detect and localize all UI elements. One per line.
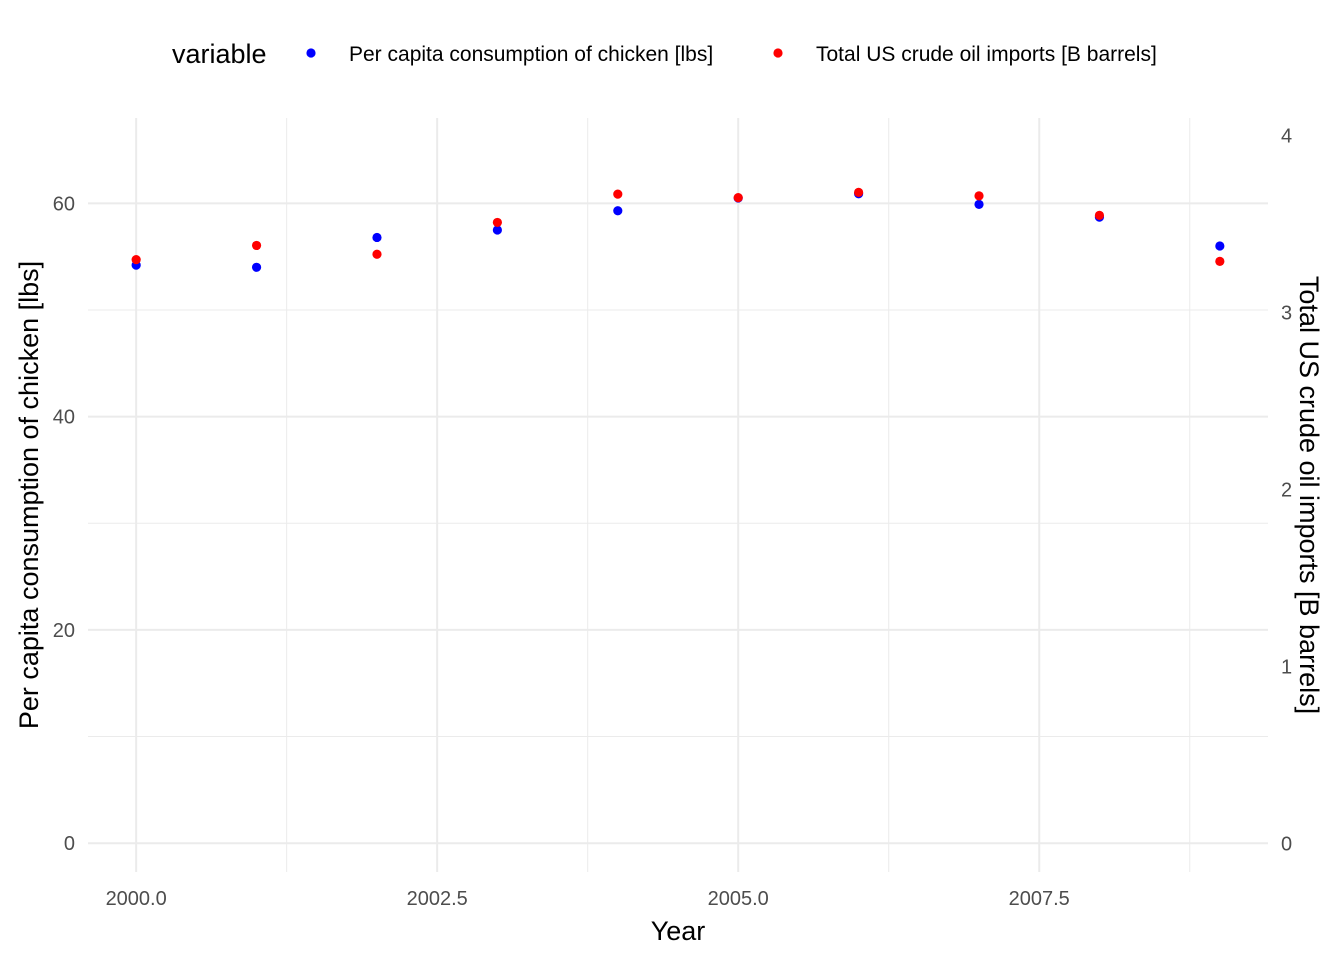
point-oil: [492, 217, 502, 228]
y-tick-label-left: 60: [53, 193, 75, 215]
y-tick-label-right: 3: [1281, 303, 1292, 325]
grid-lines: [88, 118, 1268, 872]
point-chicken: [251, 262, 262, 272]
point-oil: [733, 193, 743, 203]
tick-labels: 2000.0 2002.5 2005.0 2007.5 0 20 40 60 0 1 2 3 4: [53, 126, 1292, 910]
point-oil: [974, 191, 984, 201]
legend: variable Per capita consumption of chick…: [172, 39, 1157, 69]
data-points: [131, 187, 1225, 272]
legend-key-chicken: [306, 48, 316, 58]
point-oil: [251, 240, 262, 251]
point-chicken: [613, 206, 623, 216]
point-chicken: [372, 232, 382, 243]
x-tick-label: 2005.0: [708, 888, 769, 910]
point-oil: [854, 187, 864, 197]
legend-label-oil: Total US crude oil imports [B barrels]: [816, 43, 1157, 66]
y-tick-label-left: 0: [64, 833, 75, 855]
y-tick-label-left: 20: [53, 620, 75, 642]
y-tick-label-right: 1: [1281, 657, 1292, 679]
x-axis-title: Year: [651, 916, 706, 946]
x-tick-label: 2000.0: [106, 888, 167, 910]
y-tick-label-left: 40: [53, 407, 75, 429]
y-tick-label-right: 0: [1281, 834, 1292, 856]
point-oil: [1215, 256, 1225, 266]
legend-key-oil: [773, 48, 783, 58]
y-axis-title-right: Total US crude oil imports [B barrels]: [1294, 276, 1324, 714]
point-oil: [613, 189, 623, 199]
x-tick-label: 2007.5: [1009, 888, 1070, 910]
y-tick-label-right: 4: [1281, 126, 1292, 148]
point-chicken: [1215, 241, 1225, 251]
point-oil: [1094, 210, 1105, 220]
y-axis-title-left: Per capita consumption of chicken [lbs]: [14, 261, 44, 729]
point-chicken: [492, 225, 502, 235]
legend-title: variable: [172, 39, 267, 69]
point-oil: [372, 249, 382, 259]
legend-label-chicken: Per capita consumption of chicken [lbs]: [349, 43, 713, 66]
point-chicken: [974, 199, 984, 209]
x-tick-label: 2002.5: [407, 888, 468, 910]
point-oil: [131, 254, 141, 265]
y-tick-label-right: 2: [1281, 480, 1292, 502]
